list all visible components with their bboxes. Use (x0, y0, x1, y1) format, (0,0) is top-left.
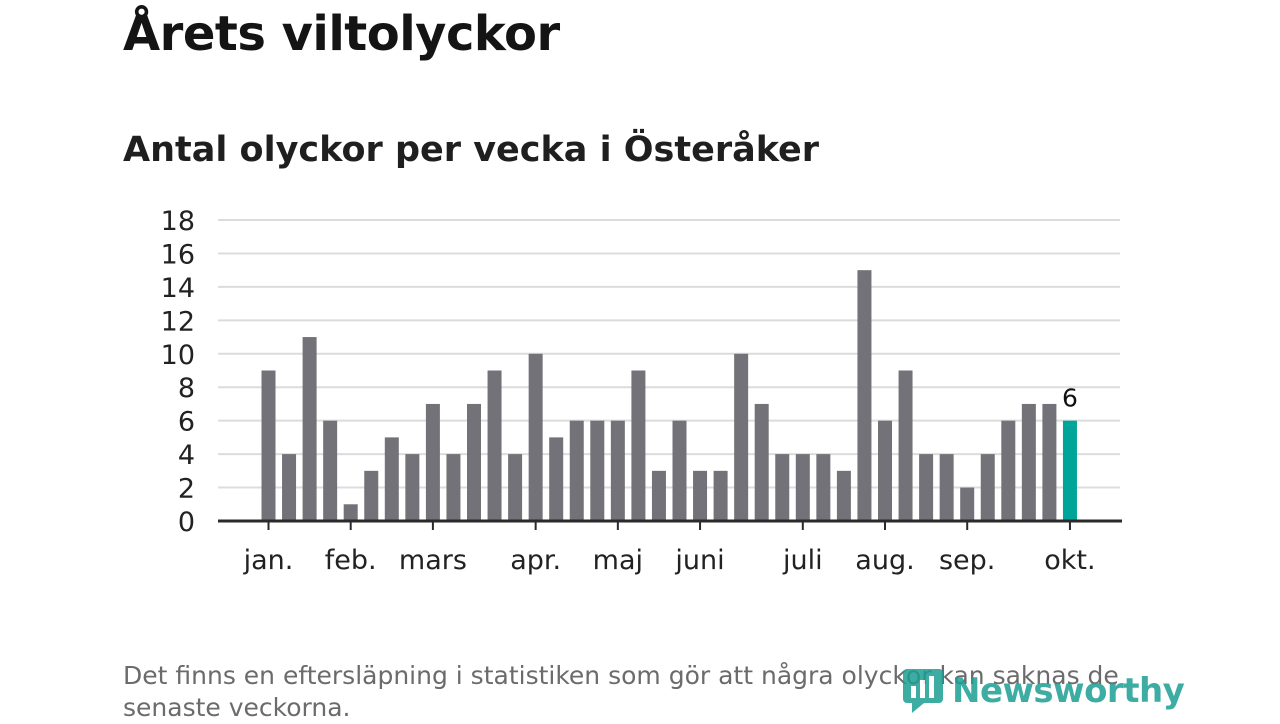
bar (857, 270, 872, 521)
bar (1021, 403, 1036, 521)
x-tick-label: apr. (510, 545, 561, 576)
bar (960, 487, 975, 521)
newsworthy-logo-icon (903, 669, 943, 713)
x-tick-label: mars (399, 545, 467, 576)
bar (980, 454, 995, 521)
bar (734, 353, 749, 521)
bar (343, 504, 358, 521)
bar (610, 420, 625, 521)
bar (631, 370, 646, 521)
chart-title: Årets viltolyckor (123, 6, 560, 62)
bar (1001, 420, 1016, 521)
x-tick-label: aug. (855, 545, 914, 576)
y-tick-label: 8 (178, 373, 195, 404)
bar (836, 470, 851, 521)
brand-logo: Newsworthy (902, 668, 1185, 714)
bar (549, 437, 564, 521)
bar (713, 470, 728, 521)
y-tick-label: 4 (178, 440, 195, 471)
bar (425, 403, 440, 521)
y-tick-label: 2 (178, 474, 195, 505)
bar-highlighted (1062, 420, 1077, 521)
x-tick-label: juni (674, 545, 724, 576)
gridlines (218, 219, 1120, 489)
data-label-highlight: 6 (1062, 384, 1078, 413)
bar (754, 403, 769, 521)
y-tick-label: 6 (178, 407, 195, 438)
bar (775, 454, 790, 521)
x-tick-label: feb. (325, 545, 377, 576)
data-labels: 6 (1062, 384, 1078, 413)
y-tick-label: 18 (161, 206, 195, 237)
bar (878, 420, 892, 521)
bar (919, 454, 934, 521)
x-tick-label: juli (782, 545, 823, 576)
y-tick-label: 10 (161, 340, 195, 371)
bar (364, 470, 379, 521)
x-tick-label: okt. (1044, 545, 1095, 576)
bar (384, 437, 399, 521)
bar (528, 353, 543, 521)
bar (693, 470, 708, 521)
chart-subtitle: Antal olyckor per vecka i Österåker (123, 130, 820, 170)
y-tick-label: 16 (161, 239, 195, 270)
y-tick-label: 12 (161, 306, 195, 337)
bar (405, 454, 420, 521)
bar (939, 454, 954, 521)
footnote: Det finns en eftersläpning i statistiken… (123, 661, 1119, 722)
bar (467, 403, 481, 521)
bar (446, 454, 461, 521)
x-axis: jan. feb. mars apr. maj juni juli aug. sep. okt. (218, 519, 1122, 576)
bar (1042, 403, 1057, 521)
bar (672, 420, 687, 521)
bar (816, 454, 831, 521)
x-tick-label: jan. (243, 545, 294, 576)
x-tick-label: sep. (939, 545, 995, 576)
y-tick-label: 0 (178, 507, 195, 538)
y-tick-label: 14 (161, 273, 195, 304)
bar (898, 370, 913, 521)
bar (651, 470, 666, 521)
bar (282, 454, 297, 521)
bar (590, 420, 605, 521)
bar (302, 337, 317, 521)
brand-name: Newsworthy (952, 671, 1185, 711)
bar (323, 420, 338, 521)
bar (508, 454, 523, 521)
bar (487, 370, 502, 521)
bar (795, 454, 810, 521)
bar (261, 370, 276, 521)
x-tick-label: maj (593, 545, 643, 576)
bars (261, 270, 1077, 521)
bar (569, 420, 584, 521)
